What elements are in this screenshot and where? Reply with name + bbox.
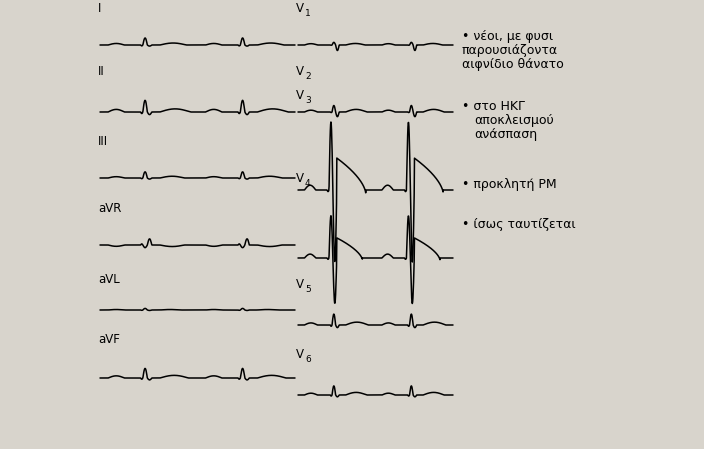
Text: 1: 1 (305, 9, 310, 18)
Text: • ίσως ταυτίζεται: • ίσως ταυτίζεται (462, 218, 576, 231)
Text: aVR: aVR (98, 202, 121, 215)
Text: 2: 2 (305, 72, 310, 81)
Text: παρουσιάζοντα: παρουσιάζοντα (462, 44, 558, 57)
Text: • προκλητή ΡΜ: • προκλητή ΡΜ (462, 178, 557, 191)
Text: • νέοι, με φυσι: • νέοι, με φυσι (462, 30, 553, 43)
Text: I: I (98, 2, 101, 15)
Text: 6: 6 (305, 355, 310, 364)
Text: αποκλεισμού: αποκλεισμού (474, 114, 554, 127)
Text: aVL: aVL (98, 273, 120, 286)
Text: V: V (296, 2, 304, 15)
Text: V: V (296, 65, 304, 78)
Text: αιφνίδιο θάνατο: αιφνίδιο θάνατο (462, 58, 564, 71)
Text: ανάσπαση: ανάσπαση (474, 128, 537, 141)
Text: III: III (98, 135, 108, 148)
Text: V: V (296, 278, 304, 291)
Text: • στο ΗΚΓ: • στο ΗΚΓ (462, 100, 525, 113)
Text: 3: 3 (305, 96, 310, 105)
Text: V: V (296, 172, 304, 185)
Text: V: V (296, 89, 304, 102)
Text: 5: 5 (305, 285, 310, 294)
Text: II: II (98, 65, 105, 78)
Text: 4: 4 (305, 179, 310, 188)
Text: aVF: aVF (98, 333, 120, 346)
Text: V: V (296, 348, 304, 361)
